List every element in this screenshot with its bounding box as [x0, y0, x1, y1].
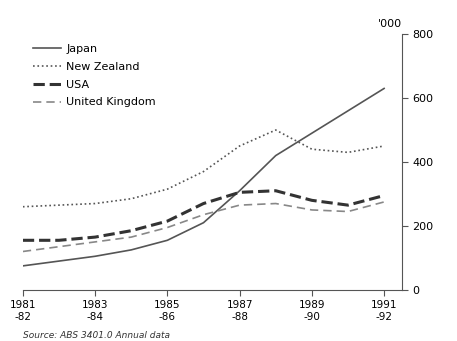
- Line: New Zealand: New Zealand: [23, 130, 384, 207]
- Japan: [273, 153, 278, 158]
- United Kingdom: [165, 225, 170, 229]
- Text: Source: ABS 3401.0 Annual data: Source: ABS 3401.0 Annual data: [23, 330, 170, 340]
- Japan: [56, 259, 62, 263]
- New Zealand: [273, 128, 278, 132]
- United Kingdom: [56, 244, 62, 249]
- USA: [273, 189, 278, 193]
- Japan: [165, 238, 170, 242]
- United Kingdom: [128, 235, 134, 239]
- United Kingdom: [381, 200, 387, 204]
- New Zealand: [309, 147, 314, 151]
- USA: [128, 229, 134, 233]
- USA: [237, 190, 242, 194]
- Japan: [20, 264, 26, 268]
- United Kingdom: [201, 213, 206, 217]
- Line: United Kingdom: United Kingdom: [23, 202, 384, 251]
- New Zealand: [56, 203, 62, 207]
- USA: [20, 238, 26, 242]
- Japan: [128, 248, 134, 252]
- Japan: [92, 254, 98, 258]
- New Zealand: [20, 205, 26, 209]
- New Zealand: [128, 197, 134, 201]
- Line: Japan: Japan: [23, 88, 384, 266]
- United Kingdom: [273, 202, 278, 206]
- United Kingdom: [92, 240, 98, 244]
- United Kingdom: [345, 209, 351, 213]
- United Kingdom: [309, 208, 314, 212]
- USA: [201, 202, 206, 206]
- Line: USA: USA: [23, 191, 384, 240]
- New Zealand: [92, 202, 98, 206]
- New Zealand: [201, 169, 206, 174]
- United Kingdom: [20, 249, 26, 253]
- USA: [309, 198, 314, 202]
- Japan: [345, 109, 351, 113]
- USA: [345, 203, 351, 207]
- USA: [92, 235, 98, 239]
- United Kingdom: [237, 203, 242, 207]
- Japan: [309, 131, 314, 135]
- USA: [165, 219, 170, 223]
- New Zealand: [345, 150, 351, 154]
- USA: [56, 238, 62, 242]
- Legend: Japan, New Zealand, USA, United Kingdom: Japan, New Zealand, USA, United Kingdom: [28, 40, 160, 112]
- New Zealand: [237, 144, 242, 148]
- Text: '000: '000: [378, 19, 402, 29]
- Japan: [237, 189, 242, 193]
- Japan: [201, 221, 206, 225]
- USA: [381, 193, 387, 197]
- New Zealand: [381, 144, 387, 148]
- Japan: [381, 86, 387, 90]
- New Zealand: [165, 187, 170, 191]
